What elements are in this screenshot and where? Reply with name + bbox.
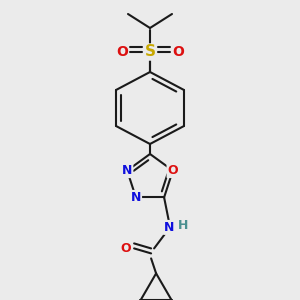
Text: S: S	[145, 44, 155, 59]
Text: N: N	[164, 221, 174, 234]
Text: N: N	[131, 191, 141, 204]
Text: N: N	[122, 164, 132, 177]
Text: O: O	[172, 45, 184, 59]
Text: H: H	[178, 219, 188, 232]
Text: O: O	[121, 242, 131, 255]
Text: O: O	[116, 45, 128, 59]
Text: O: O	[167, 164, 178, 177]
